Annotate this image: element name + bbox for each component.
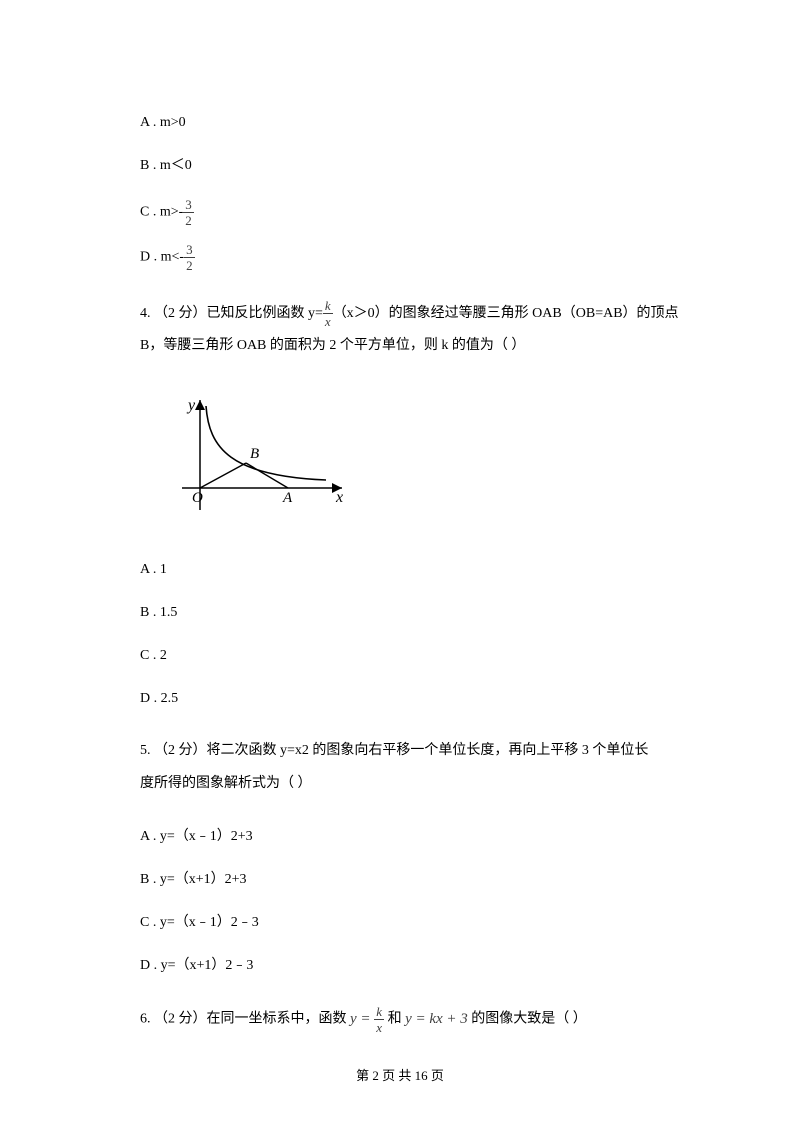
q4-option-d: D . 2.5 xyxy=(140,688,710,709)
fraction-icon: kx xyxy=(323,299,333,328)
option-prefix: D . m<- xyxy=(140,250,184,265)
q3-option-a: A . m>0 xyxy=(140,112,710,133)
q5-stem: 5. （2 分）将二次函数 y=x2 的图象向右平移一个单位长度，再向上平移 3… xyxy=(140,735,710,799)
equation-icon: y = kx xyxy=(350,1002,384,1037)
option-prefix: A . xyxy=(140,115,160,130)
svg-text:y: y xyxy=(186,397,196,414)
q3-option-b: B . m＜0 xyxy=(140,155,710,176)
page-footer: 第 2 页 共 16 页 xyxy=(0,1065,800,1084)
q5-option-a: A . y=（x﹣1）2+3 xyxy=(140,826,710,847)
q4-figure: y x O A B xyxy=(170,392,710,529)
option-text: m＜0 xyxy=(160,158,192,173)
q5-option-d: D . y=（x+1）2﹣3 xyxy=(140,955,710,976)
option-prefix: C . m>- xyxy=(140,205,183,220)
fraction-icon: 32 xyxy=(183,198,194,227)
option-text: m>0 xyxy=(160,115,186,130)
fraction-icon: 32 xyxy=(184,243,195,272)
hyperbola-graph-icon: y x O A B xyxy=(170,392,350,522)
q5-option-b: B . y=（x+1）2+3 xyxy=(140,869,710,890)
option-prefix: B . xyxy=(140,158,160,173)
svg-text:x: x xyxy=(335,489,343,506)
q3-option-c: C . m>-32 xyxy=(140,198,710,227)
svg-text:B: B xyxy=(250,446,259,462)
q4-option-a: A . 1 xyxy=(140,559,710,580)
svg-text:O: O xyxy=(192,490,203,506)
svg-text:A: A xyxy=(282,490,293,506)
q4-option-c: C . 2 xyxy=(140,645,710,666)
q5-option-c: C . y=（x﹣1）2﹣3 xyxy=(140,912,710,933)
q4-stem: 4. （2 分）已知反比例函数 y=kx（x＞0）的图象经过等腰三角形 OAB（… xyxy=(140,298,710,362)
q3-option-d: D . m<-32 xyxy=(140,243,710,272)
q6-stem: 6. （2 分）在同一坐标系中，函数 y = kx 和 y = kx + 3 的… xyxy=(140,1002,710,1037)
q4-option-b: B . 1.5 xyxy=(140,602,710,623)
page-content: A . m>0 B . m＜0 C . m>-32 D . m<-32 4. （… xyxy=(0,0,800,1102)
equation-icon: y = kx + 3 xyxy=(405,1002,468,1037)
